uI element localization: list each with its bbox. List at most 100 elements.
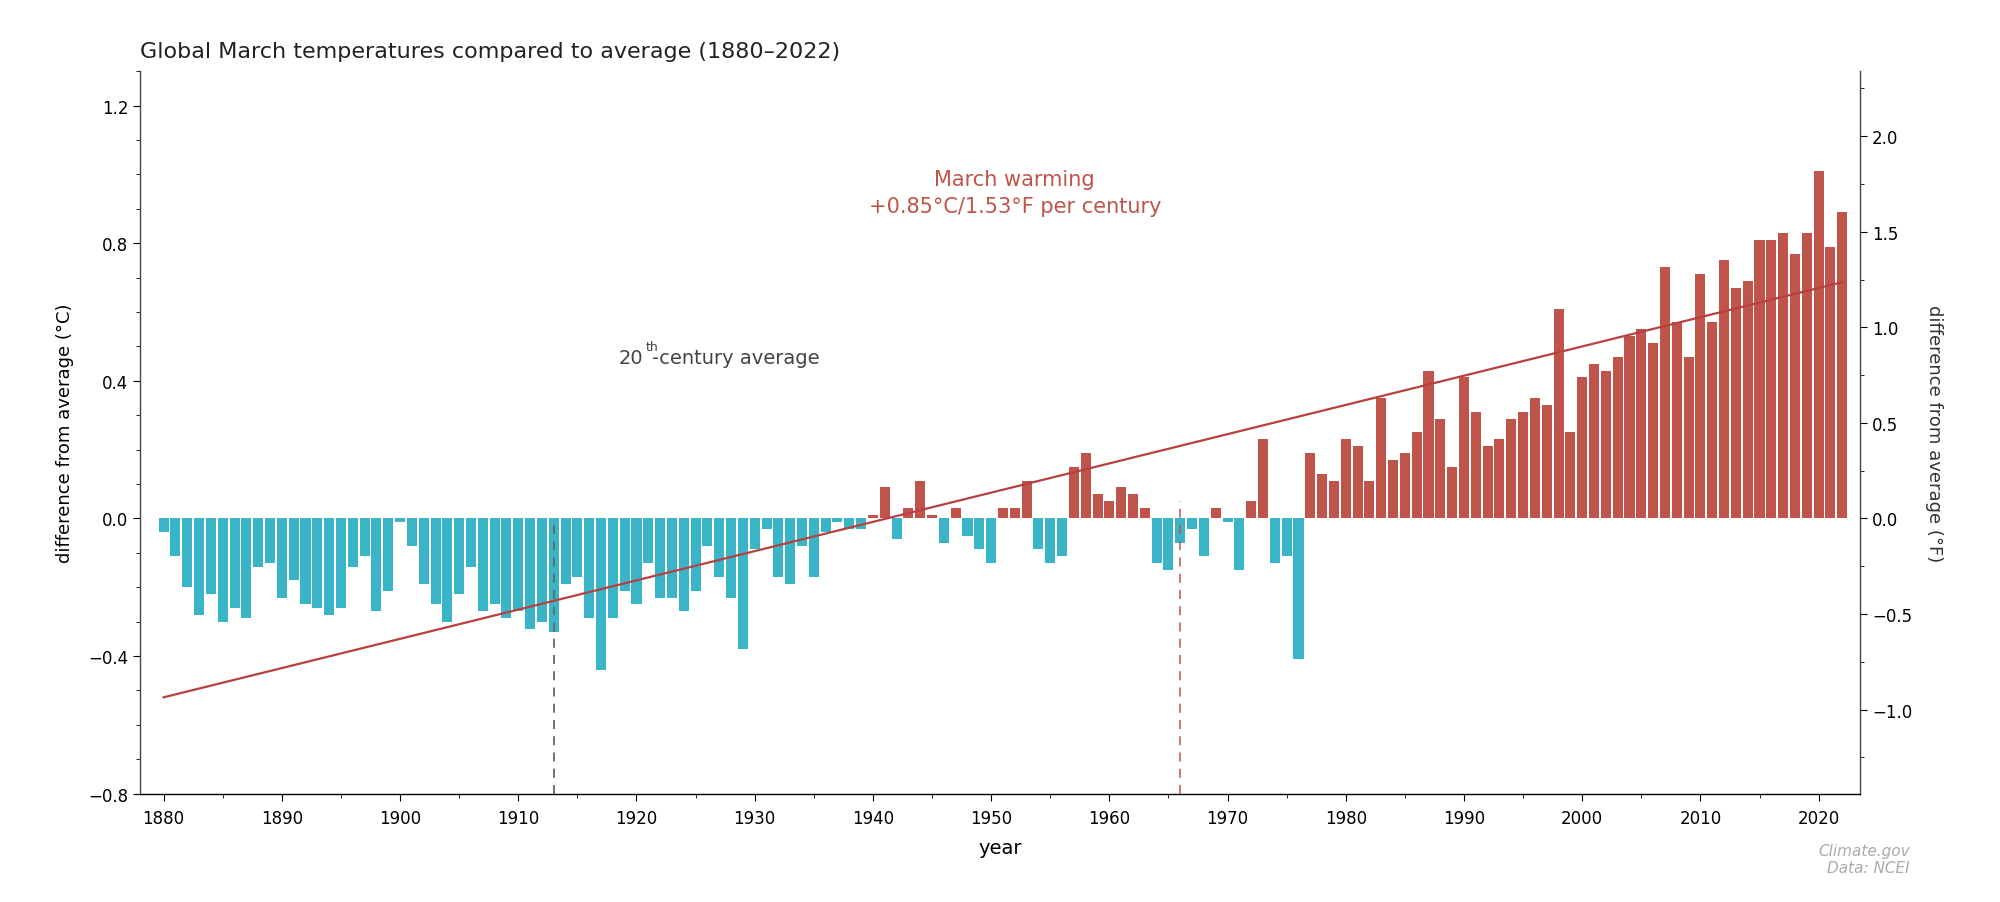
Bar: [1470, 412, 1480, 519]
Bar: [1270, 519, 1280, 564]
Bar: [536, 519, 546, 622]
Bar: [584, 519, 594, 619]
Bar: [430, 519, 440, 604]
Bar: [738, 519, 748, 649]
Bar: [1104, 502, 1114, 519]
Bar: [276, 519, 286, 598]
Bar: [786, 519, 796, 584]
Bar: [1708, 323, 1718, 519]
Bar: [1636, 330, 1646, 519]
Bar: [396, 519, 406, 522]
Bar: [726, 519, 736, 598]
Bar: [1210, 509, 1220, 519]
Bar: [1294, 519, 1304, 659]
Y-axis label: difference from average (°C): difference from average (°C): [56, 303, 74, 563]
Bar: [1542, 406, 1552, 519]
Bar: [1482, 446, 1492, 519]
Text: -century average: -century average: [652, 349, 820, 368]
Bar: [1318, 474, 1328, 519]
Bar: [750, 519, 760, 550]
Text: Global March temperatures compared to average (1880–2022): Global March temperatures compared to av…: [140, 42, 840, 62]
Bar: [1730, 289, 1740, 519]
Bar: [608, 519, 618, 619]
Bar: [206, 519, 216, 594]
Bar: [1328, 481, 1338, 519]
Bar: [1778, 234, 1788, 519]
Bar: [1554, 309, 1564, 519]
Bar: [1506, 419, 1516, 519]
Bar: [644, 519, 654, 564]
Text: March warming
+0.85°C/1.53°F per century: March warming +0.85°C/1.53°F per century: [868, 170, 1162, 216]
Bar: [1648, 344, 1658, 519]
Bar: [1222, 519, 1232, 522]
Bar: [844, 519, 854, 529]
Bar: [1494, 440, 1504, 519]
Bar: [1092, 495, 1102, 519]
Text: th: th: [646, 341, 658, 354]
Bar: [892, 519, 902, 539]
Bar: [1128, 495, 1138, 519]
Bar: [702, 519, 712, 547]
Bar: [774, 519, 784, 577]
Y-axis label: difference from average (°F): difference from average (°F): [1924, 305, 1942, 561]
Bar: [1282, 519, 1292, 557]
Bar: [406, 519, 416, 547]
Bar: [478, 519, 488, 612]
Bar: [1436, 419, 1446, 519]
Bar: [928, 515, 938, 519]
Bar: [1306, 454, 1316, 519]
Bar: [1766, 241, 1776, 519]
Bar: [454, 519, 464, 594]
Bar: [1588, 364, 1600, 519]
Bar: [666, 519, 676, 598]
Bar: [1696, 275, 1706, 519]
Bar: [856, 519, 866, 529]
Bar: [230, 519, 240, 608]
Bar: [762, 519, 772, 529]
Bar: [1754, 241, 1764, 519]
Text: Climate.gov
Data: NCEI: Climate.gov Data: NCEI: [1818, 842, 1910, 875]
Bar: [502, 519, 512, 619]
Bar: [620, 519, 630, 591]
Bar: [182, 519, 192, 587]
Bar: [300, 519, 310, 604]
Bar: [938, 519, 948, 543]
Bar: [880, 488, 890, 519]
Bar: [170, 519, 180, 557]
Bar: [986, 519, 996, 564]
Bar: [1188, 519, 1198, 529]
Bar: [526, 519, 536, 629]
Bar: [916, 481, 926, 519]
Bar: [808, 519, 818, 577]
Bar: [360, 519, 370, 557]
Bar: [1234, 519, 1244, 570]
Bar: [1388, 460, 1398, 519]
Bar: [596, 519, 606, 670]
X-axis label: year: year: [978, 838, 1022, 857]
Bar: [796, 519, 808, 547]
Bar: [1412, 433, 1422, 519]
Bar: [1826, 247, 1836, 519]
Bar: [288, 519, 298, 581]
Bar: [1672, 323, 1682, 519]
Bar: [1600, 371, 1610, 519]
Bar: [1152, 519, 1162, 564]
Bar: [1034, 519, 1044, 550]
Bar: [1742, 281, 1752, 519]
Bar: [1022, 481, 1032, 519]
Bar: [1140, 509, 1150, 519]
Bar: [1058, 519, 1068, 557]
Bar: [254, 519, 264, 567]
Bar: [1376, 399, 1386, 519]
Bar: [372, 519, 382, 612]
Bar: [418, 519, 428, 584]
Bar: [1198, 519, 1208, 557]
Bar: [312, 519, 322, 608]
Bar: [560, 519, 570, 584]
Bar: [998, 509, 1008, 519]
Bar: [1164, 519, 1174, 570]
Bar: [1364, 481, 1374, 519]
Bar: [218, 519, 228, 622]
Bar: [194, 519, 204, 615]
Bar: [1340, 440, 1350, 519]
